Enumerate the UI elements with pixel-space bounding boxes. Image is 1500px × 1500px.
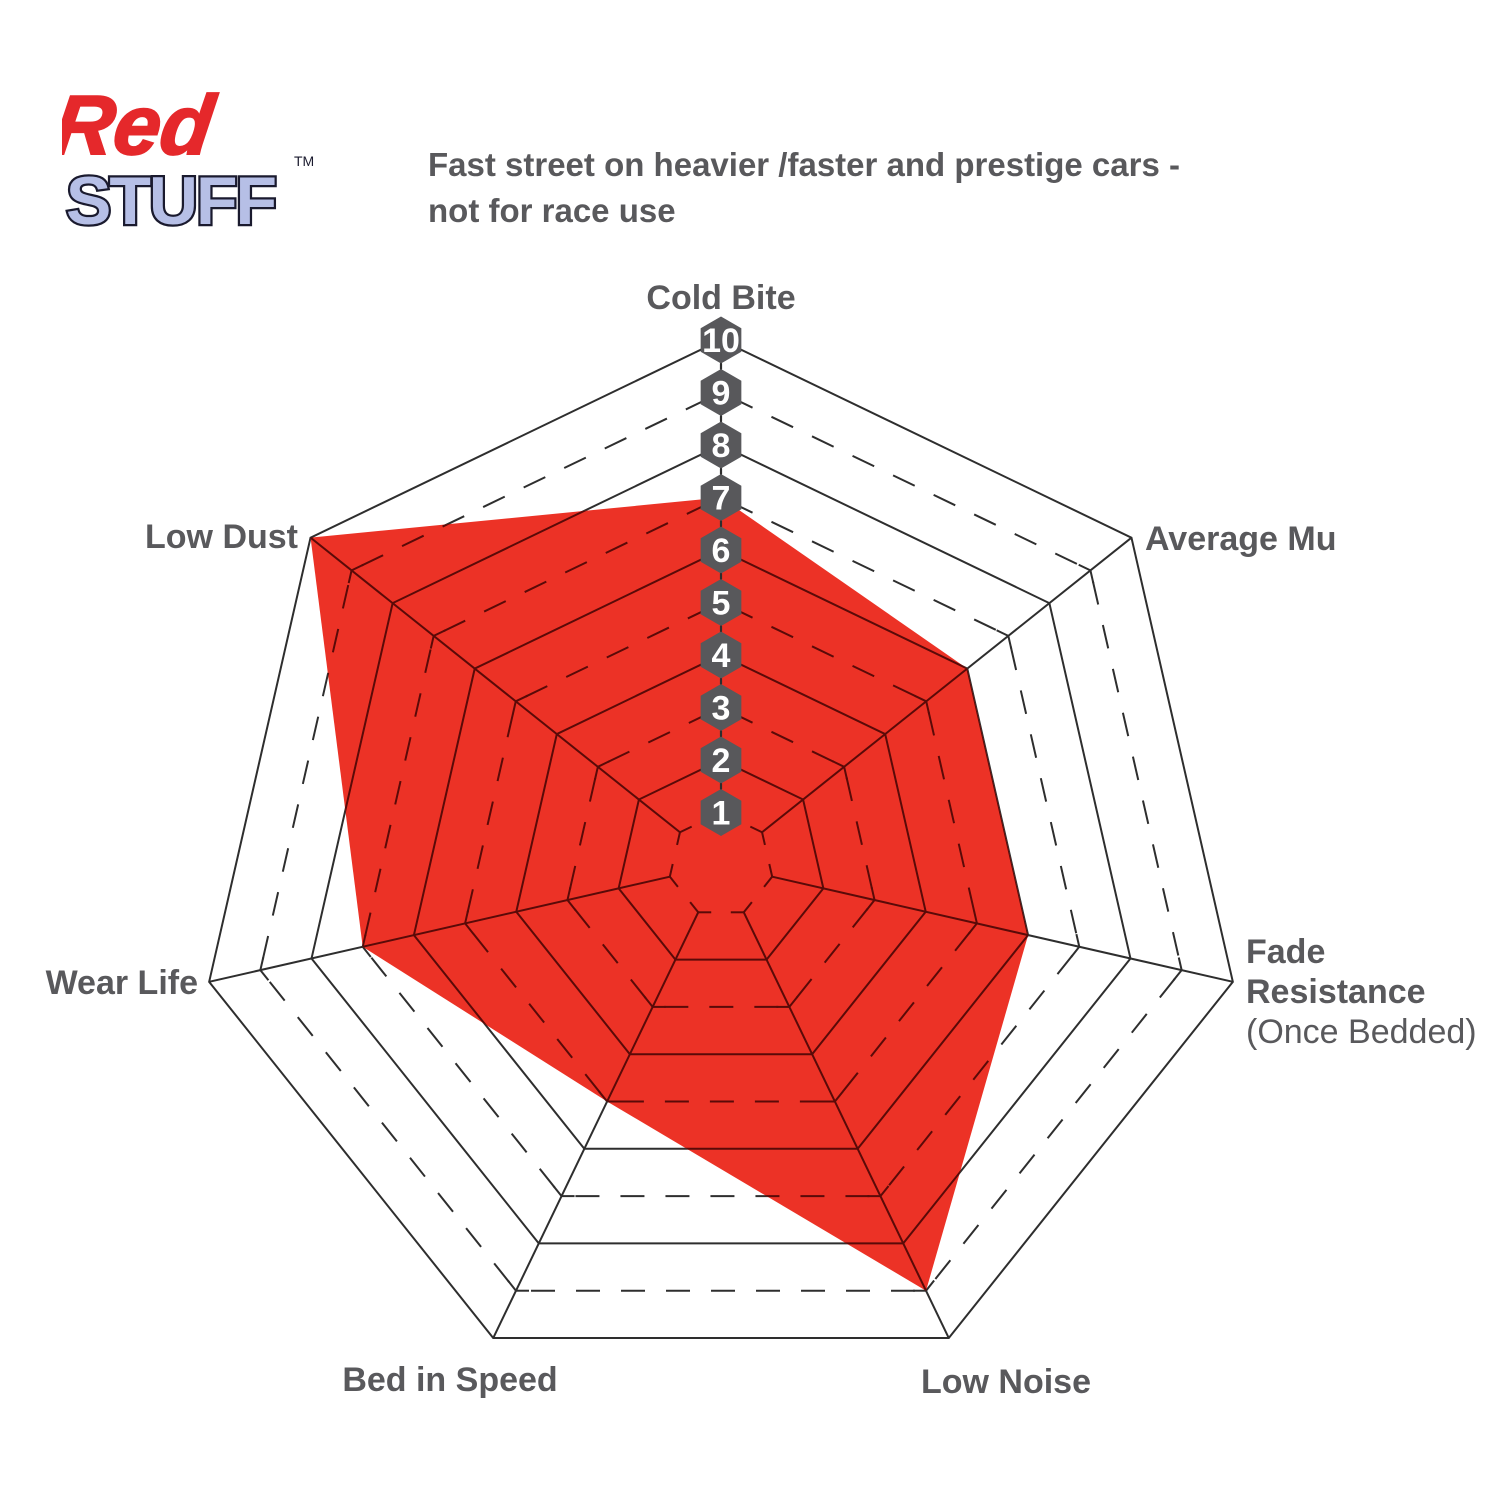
svg-text:4: 4 — [712, 637, 731, 675]
svg-text:1: 1 — [712, 795, 731, 833]
svg-text:10: 10 — [702, 322, 740, 360]
svg-text:9: 9 — [712, 375, 731, 413]
svg-text:6: 6 — [712, 532, 731, 570]
svg-text:TM: TM — [294, 153, 314, 169]
svg-text:STUFF: STUFF — [66, 163, 276, 239]
svg-text:2: 2 — [712, 742, 731, 780]
svg-text:3: 3 — [712, 690, 731, 728]
svg-text:Red: Red — [62, 78, 221, 172]
svg-text:7: 7 — [712, 480, 731, 518]
svg-text:5: 5 — [712, 585, 731, 623]
svg-text:8: 8 — [712, 427, 731, 465]
